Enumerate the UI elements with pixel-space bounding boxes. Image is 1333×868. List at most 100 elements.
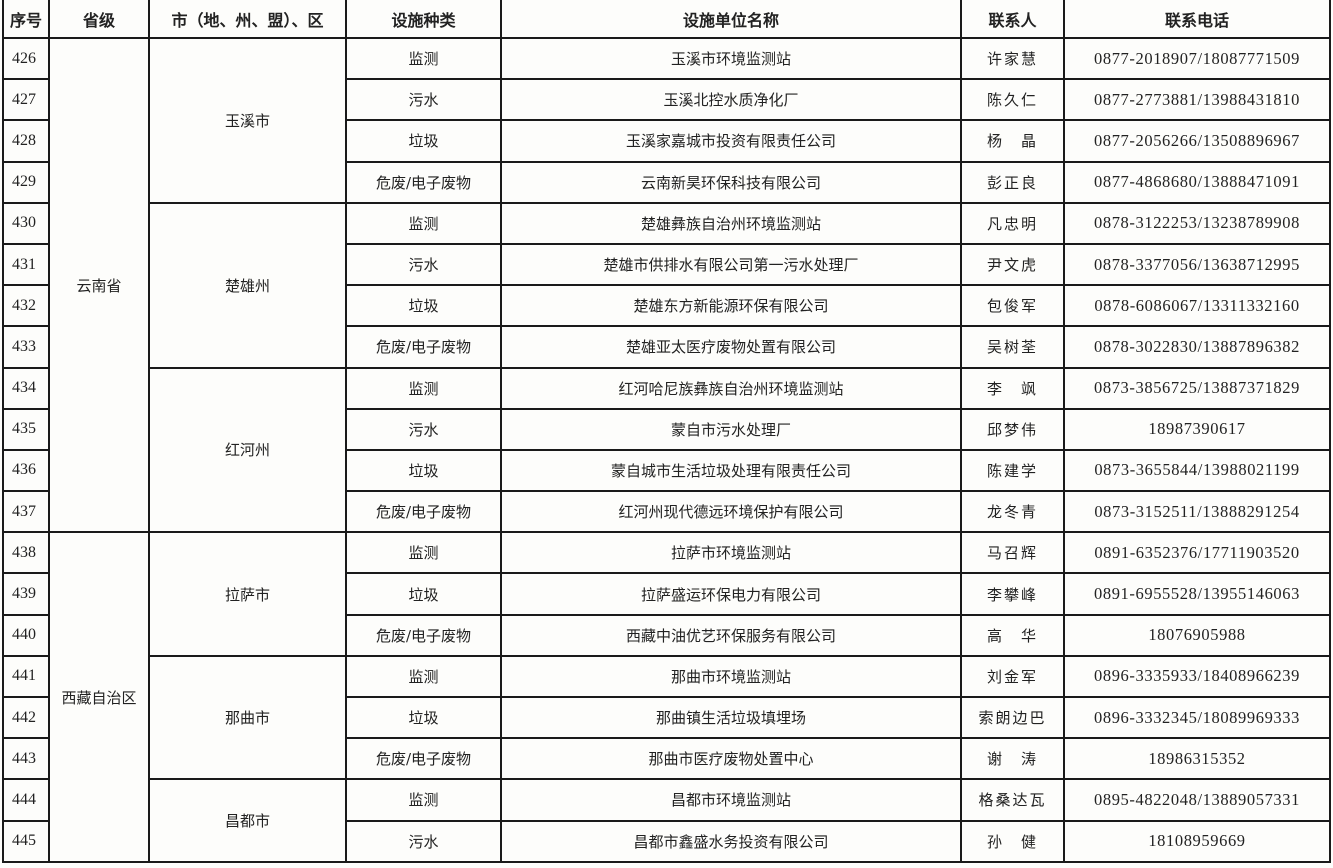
phone-cell: 0896-3335933/18408966239 [1063, 654, 1331, 699]
row-number-cell: 437 [2, 490, 50, 534]
contact-person-cell: 尹文虎 [960, 242, 1065, 287]
facility-type-cell: 危废/电子废物 [345, 737, 502, 781]
facility-type-cell: 监测 [345, 778, 502, 822]
header-contact: 联系人 [960, 0, 1065, 39]
unit-name-cell: 蒙自城市生活垃圾处理有限责任公司 [500, 448, 962, 493]
contact-person-cell: 孙 健 [960, 819, 1065, 863]
table-row: 436 垃圾 蒙自城市生活垃圾处理有限责任公司 陈建学 0873-3655844/139… [2, 448, 1331, 493]
phone-cell: 0878-3022830/13887896382 [1063, 325, 1331, 369]
row-number-cell: 435 [2, 407, 50, 451]
unit-name-cell: 楚雄彝族自治州环境监测站 [500, 201, 962, 245]
facility-type-cell: 垃圾 [345, 695, 502, 740]
contact-person-cell: 李攀峰 [960, 572, 1065, 616]
unit-name-cell: 玉溪市环境监测站 [500, 36, 962, 81]
header-unit-name: 设施单位名称 [500, 0, 962, 39]
contact-person-cell: 格桑达瓦 [960, 778, 1065, 822]
unit-name-cell: 拉萨盛运环保电力有限公司 [500, 572, 962, 616]
table-row: 442 垃圾 那曲镇生活垃圾填埋场 索朗边巴 0896-3332345/18089969… [2, 695, 1331, 740]
table-row: 441 那曲市 监测 那曲市环境监测站 刘金军 0896-3335933/18408966… [2, 654, 1331, 781]
province-cell: 西藏自治区 [48, 531, 150, 863]
facility-type-cell: 污水 [345, 819, 502, 863]
phone-cell: 0878-6086067/13311332160 [1063, 284, 1331, 328]
unit-name-cell: 昌都市鑫盛水务投资有限公司 [500, 819, 962, 863]
facility-type-cell: 危废/电子废物 [345, 613, 502, 657]
row-number-cell: 438 [2, 531, 50, 575]
header-no: 序号 [2, 0, 50, 39]
table-row: 432 垃圾 楚雄东方新能源环保有限公司 包俊军 0878-6086067/133113… [2, 284, 1331, 328]
contact-person-cell: 马召辉 [960, 531, 1065, 575]
row-number-cell: 428 [2, 119, 50, 163]
phone-cell: 0877-2018907/18087771509 [1063, 36, 1331, 81]
facility-type-cell: 监测 [345, 531, 502, 575]
contact-person-cell: 李 飒 [960, 366, 1065, 410]
row-number-cell: 432 [2, 284, 50, 328]
facility-type-cell: 监测 [345, 654, 502, 699]
facility-type-cell: 污水 [345, 242, 502, 287]
facility-type-cell: 垃圾 [345, 572, 502, 616]
row-number-cell: 429 [2, 160, 50, 204]
city-cell: 楚雄州 [148, 201, 347, 369]
row-number-cell: 441 [2, 654, 50, 699]
row-number-cell: 427 [2, 78, 50, 122]
phone-cell: 0877-2773881/13988431810 [1063, 78, 1331, 122]
phone-cell: 0891-6352376/17711903520 [1063, 531, 1331, 575]
contact-person-cell: 高 华 [960, 613, 1065, 657]
row-number-cell: 436 [2, 448, 50, 493]
unit-name-cell: 玉溪北控水质净化厂 [500, 78, 962, 122]
phone-cell: 0891-6955528/13955146063 [1063, 572, 1331, 616]
phone-cell: 18076905988 [1063, 613, 1331, 657]
table-row: 433 危废/电子废物 楚雄亚太医疗废物处置有限公司 吴树荃 0878-3022830/… [2, 325, 1331, 369]
header-city: 市（地、州、盟）、区 [148, 0, 347, 39]
city-cell: 玉溪市 [148, 37, 347, 204]
row-number-cell: 426 [2, 36, 50, 81]
city-cell: 那曲市 [148, 654, 347, 781]
facility-type-cell: 污水 [345, 407, 502, 451]
contact-person-cell: 索朗边巴 [960, 695, 1065, 740]
phone-cell: 0877-4868680/13888471091 [1063, 160, 1331, 204]
row-number-cell: 442 [2, 695, 50, 740]
table-row: 444 昌都市 监测 昌都市环境监测站 格桑达瓦 0895-4822048/1388905… [2, 778, 1331, 863]
unit-name-cell: 楚雄东方新能源环保有限公司 [500, 284, 962, 328]
unit-name-cell: 那曲镇生活垃圾填埋场 [500, 695, 962, 740]
facility-type-cell: 监测 [345, 366, 502, 410]
facility-type-cell: 监测 [345, 36, 502, 81]
row-number-cell: 433 [2, 325, 50, 369]
contact-person-cell: 刘金军 [960, 654, 1065, 699]
phone-cell: 0896-3332345/18089969333 [1063, 695, 1331, 740]
table-row: 440 危废/电子废物 西藏中油优艺环保服务有限公司高 华 18076905988 [2, 613, 1331, 657]
table-row: 428 垃圾 玉溪家嘉城市投资有限责任公司杨 晶 0877-2056266/13508… [2, 119, 1331, 163]
contact-person-cell: 凡忠明 [960, 201, 1065, 245]
table-row: 439 垃圾 拉萨盛运环保电力有限公司 李攀峰 0891-6955528/1395514… [2, 572, 1331, 616]
unit-name-cell: 红河州现代德远环境保护有限公司 [500, 490, 962, 534]
facility-type-cell: 垃圾 [345, 284, 502, 328]
facility-type-cell: 危废/电子废物 [345, 160, 502, 204]
phone-cell: 0878-3122253/13238789908 [1063, 201, 1331, 245]
phone-cell: 0877-2056266/13508896967 [1063, 119, 1331, 163]
phone-cell: 0895-4822048/13889057331 [1063, 778, 1331, 822]
row-number-cell: 430 [2, 201, 50, 245]
contact-person-cell: 邱梦伟 [960, 407, 1065, 451]
contact-person-cell: 陈久仁 [960, 78, 1065, 122]
table-row: 445 污水 昌都市鑫盛水务投资有限公司孙 健 18108959669 [2, 819, 1331, 863]
unit-name-cell: 红河哈尼族彝族自治州环境监测站 [500, 366, 962, 410]
row-number-cell: 445 [2, 819, 50, 863]
contact-person-cell: 陈建学 [960, 448, 1065, 493]
table-row: 431 污水 楚雄市供排水有限公司第一污水处理厂 尹文虎 0878-3377056/13… [2, 242, 1331, 287]
header-province: 省级 [48, 0, 150, 39]
phone-cell: 0873-3152511/13888291254 [1063, 490, 1331, 534]
contact-person-cell: 彭正良 [960, 160, 1065, 204]
unit-name-cell: 蒙自市污水处理厂 [500, 407, 962, 451]
table-row: 427 污水 玉溪北控水质净化厂 陈久仁 0877-2773881/1398843181… [2, 78, 1331, 122]
unit-name-cell: 玉溪家嘉城市投资有限责任公司 [500, 119, 962, 163]
city-cell: 红河州 [148, 366, 347, 534]
row-number-cell: 439 [2, 572, 50, 616]
table-row: 430 楚雄州 监测 楚雄彝族自治州环境监测站 凡忠明 0878-3122253/1323… [2, 201, 1331, 369]
table-row: 437 危废/电子废物 红河州现代德远环境保护有限公司 龙冬青 0873-3152511… [2, 490, 1331, 534]
phone-cell: 0873-3655844/13988021199 [1063, 448, 1331, 493]
contact-person-cell: 许家慧 [960, 36, 1065, 81]
table-row: 443 危废/电子废物 那曲市医疗废物处置中心谢 涛 18986315352 [2, 737, 1331, 781]
table-row: 429 危废/电子废物 云南新昊环保科技有限公司 彭正良 0877-4868680/13… [2, 160, 1331, 204]
facility-type-cell: 监测 [345, 201, 502, 245]
unit-name-cell: 云南新昊环保科技有限公司 [500, 160, 962, 204]
